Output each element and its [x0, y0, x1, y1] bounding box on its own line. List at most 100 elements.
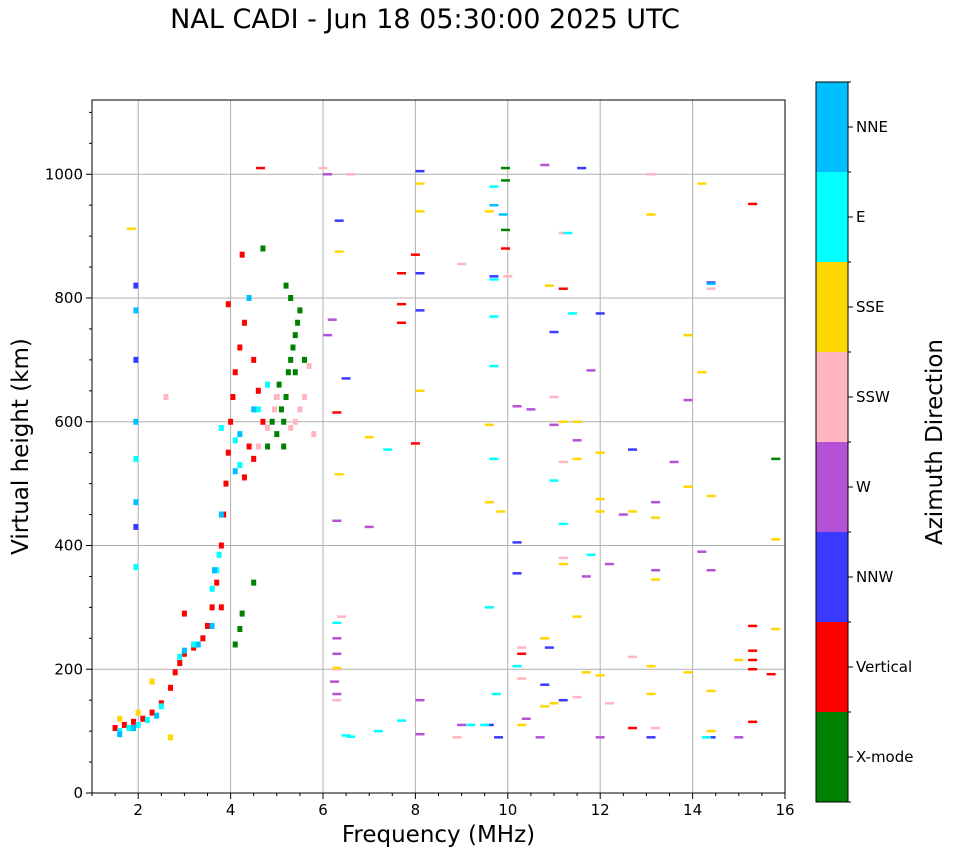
data-point-e — [489, 315, 499, 318]
data-point-e — [255, 406, 261, 413]
data-point-e — [466, 723, 476, 727]
data-point-vertical — [168, 684, 174, 691]
data-point-e — [216, 551, 222, 558]
data-point-nne — [133, 499, 139, 506]
data-point-w — [526, 408, 536, 411]
data-point-vertical — [200, 635, 206, 642]
x-axis-label: Frequency (MHz) — [342, 822, 535, 848]
data-point-vertical — [260, 418, 266, 425]
data-point-ssw — [706, 287, 716, 290]
data-point-vertical — [239, 251, 245, 258]
y-axis-label: Virtual height (km) — [8, 338, 34, 555]
data-point-e — [701, 736, 711, 739]
data-point-ssw — [651, 726, 661, 730]
data-point-vertical — [748, 668, 758, 671]
data-point-e — [218, 424, 224, 431]
y-tick-label: 0 — [73, 784, 83, 802]
data-point-e — [135, 721, 141, 728]
data-point-vertical — [766, 672, 776, 676]
data-point-ssw — [646, 173, 656, 176]
data-point-w — [595, 736, 605, 739]
data-point-e — [549, 479, 559, 482]
data-point-sse — [771, 627, 781, 631]
data-point-w — [535, 736, 545, 739]
data-point-x-mode — [281, 418, 287, 425]
data-point-nne — [117, 731, 123, 738]
data-point-vertical — [397, 321, 407, 324]
data-point-nne — [218, 511, 224, 518]
data-point-vertical — [246, 443, 252, 450]
data-point-x-mode — [278, 406, 284, 413]
data-point-e — [126, 725, 132, 732]
data-point-sse — [706, 494, 716, 498]
data-point-ssw — [292, 418, 298, 425]
data-point-nnw — [415, 272, 425, 275]
data-point-w — [330, 680, 340, 683]
data-point-sse — [334, 473, 344, 476]
data-point-vertical — [214, 579, 220, 586]
data-point-e — [484, 606, 494, 609]
data-point-vertical — [748, 720, 758, 724]
data-point-nne — [251, 406, 257, 413]
data-point-x-mode — [288, 295, 294, 301]
colorbar-segment-sse — [816, 262, 848, 352]
data-point-x-mode — [292, 332, 298, 339]
data-point-vertical — [748, 624, 758, 628]
data-point-nnw — [415, 309, 425, 312]
data-point-ssw — [503, 275, 513, 278]
data-point-vertical — [251, 455, 257, 462]
data-point-sse — [697, 371, 707, 374]
data-point-ssw — [306, 363, 312, 370]
data-point-sse — [572, 615, 582, 618]
data-point-e — [177, 653, 183, 660]
data-point-vertical — [225, 449, 231, 456]
data-point-w — [415, 732, 425, 736]
data-point-w — [415, 698, 425, 702]
data-point-ssw — [265, 424, 271, 431]
data-point-x-mode — [288, 356, 294, 363]
data-point-sse — [168, 734, 174, 741]
data-point-nne — [232, 468, 238, 475]
data-point-ssw — [604, 702, 614, 705]
data-point-x-mode — [239, 610, 245, 617]
data-point-sse — [646, 664, 656, 668]
data-point-x-mode — [232, 641, 238, 648]
data-point-vertical — [149, 709, 155, 716]
data-point-nnw — [706, 736, 716, 739]
data-point-ssw — [311, 431, 317, 438]
data-point-nnw — [133, 282, 139, 289]
colorbar-label: SSE — [856, 298, 885, 316]
data-point-e — [567, 312, 577, 315]
data-point-w — [364, 525, 374, 529]
data-point-e — [341, 734, 351, 737]
data-point-x-mode — [260, 245, 266, 252]
data-point-nne — [209, 622, 215, 629]
data-point-sse — [595, 510, 605, 513]
data-point-nnw — [489, 275, 499, 278]
data-point-e — [489, 364, 499, 368]
data-point-ssw — [318, 166, 328, 170]
data-point-e — [489, 457, 499, 461]
colorbar-label: NNW — [856, 568, 893, 586]
data-point-vertical — [205, 622, 210, 629]
data-point-w — [327, 318, 337, 321]
data-point-vertical — [140, 715, 146, 722]
colorbar-segment-nnw — [816, 532, 848, 622]
data-point-sse — [544, 284, 554, 287]
data-point-e — [232, 437, 238, 444]
data-point-w — [332, 637, 342, 640]
data-point-vertical — [410, 253, 420, 256]
data-point-x-mode — [500, 228, 510, 232]
data-point-sse — [706, 729, 716, 733]
data-point-vertical — [225, 301, 231, 308]
data-point-w — [651, 500, 661, 504]
data-point-nnw — [540, 683, 550, 686]
data-point-vertical — [241, 319, 247, 326]
data-point-w — [323, 333, 333, 337]
data-point-ssw — [558, 460, 568, 464]
data-point-sse — [734, 658, 744, 662]
data-point-vertical — [191, 644, 197, 651]
data-point-e — [512, 664, 522, 668]
data-point-sse — [558, 562, 568, 566]
data-point-x-mode — [292, 369, 298, 376]
